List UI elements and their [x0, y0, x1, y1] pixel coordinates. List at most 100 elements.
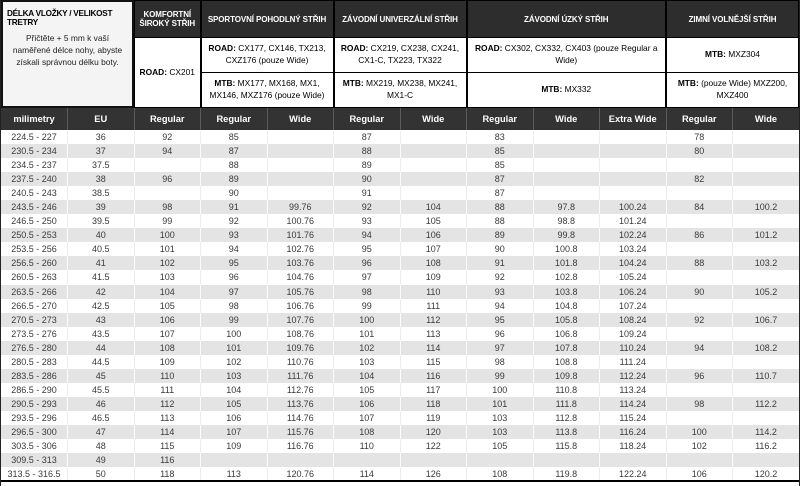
size-cell: 112	[400, 312, 467, 327]
size-cell: 114.24	[599, 396, 667, 411]
size-cell: 106	[666, 467, 733, 482]
size-cell	[599, 453, 667, 468]
size-cell: 96	[200, 270, 268, 285]
size-cell: 100	[666, 424, 733, 440]
size-cell	[267, 144, 334, 159]
size-cell: 98	[200, 298, 268, 313]
column-header: EU	[67, 108, 135, 131]
table-row: 283.5 - 286 45 110 103 111.76 104 116 99 109.8 11…	[1, 368, 799, 383]
size-cell: 112.24	[599, 368, 667, 383]
size-cell	[666, 382, 733, 397]
size-cell: 122.24	[599, 467, 667, 482]
size-cell: 276.5 - 280	[1, 340, 68, 355]
size-cell: 100	[134, 228, 201, 243]
size-cell: 83	[466, 130, 534, 145]
size-cell: 120	[400, 424, 467, 440]
size-table: milimetry EU Regular Regular Wide Regular Wide…	[1, 108, 800, 483]
column-header: Wide	[533, 108, 600, 131]
size-cell: 256.5 - 260	[1, 256, 68, 271]
table-row: 293.5 - 296 46.5 113 106 114.76 107 119 103 112.…	[1, 410, 799, 425]
size-cell: 93	[333, 214, 401, 229]
table-row: 313.5 - 316.5 50 118 113 120.76 114 126 108 119.…	[1, 467, 799, 482]
size-cell: 92	[666, 312, 733, 327]
table-row: 290.5 - 293 46 112 105 113.76 106 118 101 111.8 1…	[1, 396, 799, 411]
size-cell	[267, 453, 334, 468]
size-cell: 106.24	[599, 284, 667, 299]
size-cell	[733, 172, 800, 186]
size-cell: 293.5 - 296	[1, 410, 68, 425]
size-cell: 41.5	[67, 270, 135, 285]
size-cell: 88	[333, 144, 401, 159]
size-cell: 120.2	[754, 468, 778, 479]
column-header-row: milimetry EU Regular Regular Wide Regular Wide…	[1, 108, 799, 131]
size-cell: 78	[666, 130, 733, 145]
size-cell	[267, 186, 334, 201]
size-cell: 103.24	[599, 242, 667, 257]
size-cell: 105	[134, 298, 201, 313]
size-cell: 102.8	[533, 270, 600, 285]
size-cell: 92	[466, 270, 534, 285]
size-cell: 106	[134, 312, 201, 327]
size-cell	[533, 453, 600, 468]
size-cell: 98	[666, 396, 733, 411]
size-cell	[267, 130, 334, 145]
table-row: 276.5 - 280 44 108 101 109.76 102 114 97 107.8 11…	[1, 340, 799, 355]
category-models: ROAD: CX177, CX146, TX213, CXZ176 (pouze…	[201, 37, 333, 72]
size-cell: 280.5 - 283	[1, 354, 68, 369]
size-cell: 101.76	[267, 228, 334, 243]
size-cell: 99	[466, 368, 534, 383]
size-cell: 113.8	[533, 424, 600, 440]
size-cell: 106.76	[267, 298, 334, 313]
size-cell	[666, 298, 733, 313]
size-cell: 107.24	[599, 298, 667, 313]
size-cell: 40.5	[67, 242, 135, 257]
size-cell: 99.8	[533, 228, 600, 243]
size-cell: 107	[333, 410, 401, 425]
size-cell: 115	[400, 354, 467, 369]
category-models: ROAD: CX302, CX332, CX403 (pouze Regular…	[467, 37, 665, 72]
size-cell	[134, 186, 201, 201]
category-title: ZÁVODNÍ ÚZKÝ STŘIH	[467, 1, 665, 37]
size-cell: 108.76	[267, 326, 334, 341]
category-models: MTB: MXZ304	[667, 37, 798, 72]
size-cell: 118.24	[599, 439, 667, 454]
size-cell	[400, 144, 467, 159]
size-cell	[733, 383, 800, 397]
category-models: MTB: (pouze Wide) MXZ200, MXZ400	[667, 72, 798, 107]
size-cell: 95	[466, 312, 534, 327]
size-cell: 111.24	[599, 354, 667, 369]
size-cell	[267, 172, 334, 187]
size-cell: 97	[200, 284, 268, 299]
size-cell: 94	[666, 340, 733, 355]
size-cell: 110.76	[267, 354, 334, 369]
table-row: 266.5 - 270 42.5 105 98 106.76 99 111 94 104.8 10…	[1, 298, 799, 313]
size-cell: 106.7	[754, 314, 778, 325]
size-cell: 99	[200, 312, 268, 327]
model-type-label: ROAD:	[475, 43, 503, 54]
size-cell: 49	[67, 453, 135, 468]
size-cell: 90	[466, 242, 534, 257]
size-cell: 97	[466, 340, 534, 355]
table-row: 224.5 - 227 36 92 85 87 83 78	[1, 130, 799, 145]
size-cell: 102.76	[267, 242, 334, 257]
column-header: Wide	[732, 108, 799, 131]
size-cell: 109	[134, 354, 201, 369]
size-cell: 102	[333, 340, 401, 355]
size-cell	[533, 130, 600, 145]
size-cell: 106	[200, 410, 268, 425]
size-cell: 94	[466, 298, 534, 313]
size-cell	[533, 158, 600, 173]
category-model-cells: MTB: MXZ304 MTB: (pouze Wide) MXZ200, MXZ…	[667, 37, 798, 107]
model-type-label: ROAD:	[340, 43, 369, 54]
size-cell: 101	[466, 396, 534, 411]
size-cell: 103.8	[533, 284, 600, 299]
size-cell: 103	[134, 270, 201, 285]
size-cell: 116	[400, 368, 467, 383]
size-cell: 87	[333, 130, 401, 145]
size-cell: 107	[134, 326, 201, 341]
size-cell: 115	[134, 439, 201, 454]
size-cell: 103	[200, 368, 268, 383]
size-cell: 86	[666, 228, 733, 243]
size-cell: 266.5 - 270	[1, 298, 68, 313]
